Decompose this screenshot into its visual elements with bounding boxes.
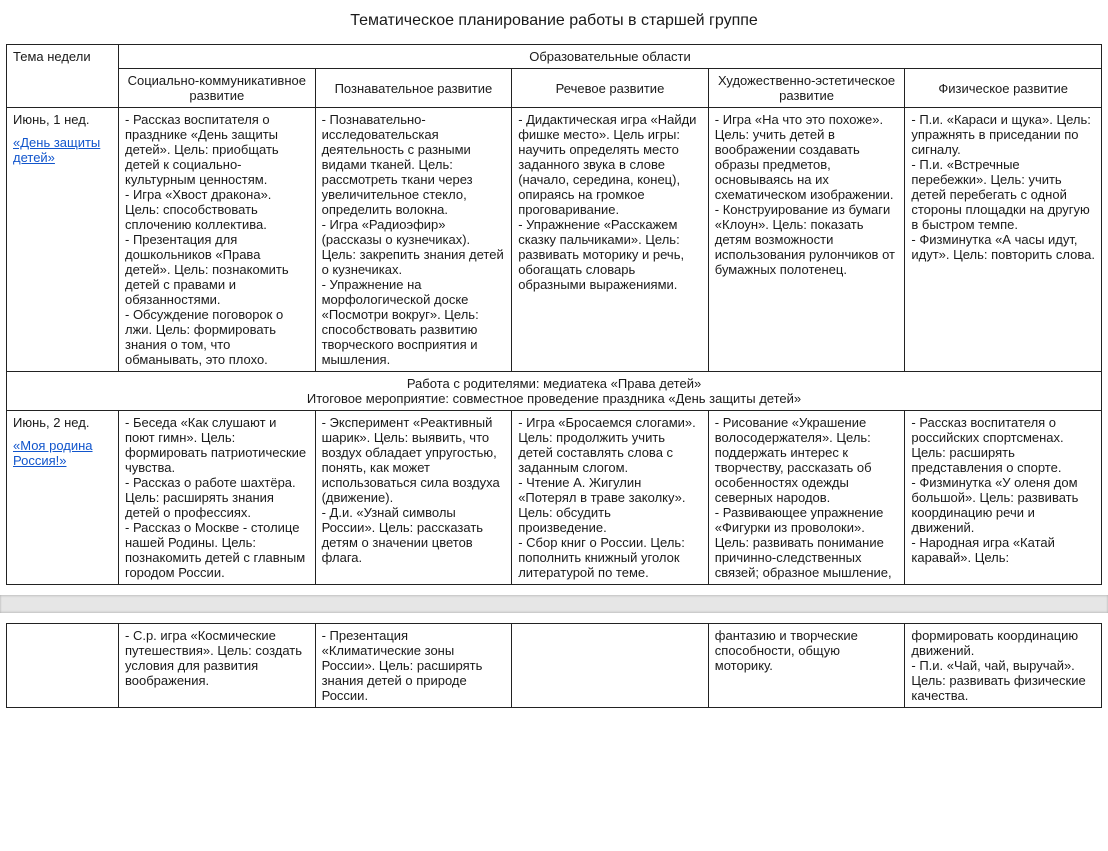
col-header-area: Речевое развитие	[512, 69, 709, 108]
area-cell: - Презентация «Климатические зоны России…	[315, 624, 512, 708]
area-cell: - П.и. «Караси и щука». Цель: упражнять …	[905, 108, 1102, 372]
plan-table-page2: - С.р. игра «Космические путешествия». Ц…	[6, 623, 1102, 708]
area-cell: формировать координацию движений.- П.и. …	[905, 624, 1102, 708]
theme-link[interactable]: «День защиты детей»	[13, 135, 100, 165]
col-header-theme: Тема недели	[7, 45, 119, 108]
area-cell: - Игра «Бросаемся слогами». Цель: продол…	[512, 411, 709, 585]
theme-cell	[7, 624, 119, 708]
theme-cell: Июнь, 2 нед. «Моя родина Россия!»	[7, 411, 119, 585]
area-cell: - Познавательно-исследовательская деятел…	[315, 108, 512, 372]
area-cell: - Рисование «Украшение волосодержателя».…	[708, 411, 905, 585]
area-cell: фантазию и творческие способности, общую…	[708, 624, 905, 708]
theme-cell: Июнь, 1 нед. «День защиты детей»	[7, 108, 119, 372]
area-cell: - Рассказ воспитателя о празднике «День …	[119, 108, 316, 372]
area-cell: - С.р. игра «Космические путешествия». Ц…	[119, 624, 316, 708]
page-break	[0, 595, 1108, 613]
col-header-area: Социально-коммуникативное развитие	[119, 69, 316, 108]
plan-table-page1: Тема недели Образовательные области Соци…	[6, 44, 1102, 585]
area-cell: - Рассказ воспитателя о российских спорт…	[905, 411, 1102, 585]
theme-link[interactable]: «Моя родина Россия!»	[13, 438, 93, 468]
table-row: Июнь, 2 нед. «Моя родина Россия!» - Бесе…	[7, 411, 1102, 585]
week-label: Июнь, 2 нед.	[13, 415, 112, 430]
area-cell	[512, 624, 709, 708]
table-row: Июнь, 1 нед. «День защиты детей» - Расск…	[7, 108, 1102, 372]
col-header-area: Физическое развитие	[905, 69, 1102, 108]
parents-row: Работа с родителями: медиатека «Права де…	[7, 372, 1102, 411]
area-cell: - Беседа «Как слушают и поют гимн». Цель…	[119, 411, 316, 585]
col-header-area: Познавательное развитие	[315, 69, 512, 108]
col-header-areas-group: Образовательные области	[119, 45, 1102, 69]
week-label: Июнь, 1 нед.	[13, 112, 112, 127]
area-cell: - Эксперимент «Реактивный шарик». Цель: …	[315, 411, 512, 585]
area-cell: - Дидактическая игра «Найди фишке место»…	[512, 108, 709, 372]
page-title: Тематическое планирование работы в старш…	[6, 12, 1102, 30]
parents-cell: Работа с родителями: медиатека «Права де…	[7, 372, 1102, 411]
area-cell: - Игра «На что это похоже». Цель: учить …	[708, 108, 905, 372]
table-row: - С.р. игра «Космические путешествия». Ц…	[7, 624, 1102, 708]
col-header-area: Художественно-эстетическое развитие	[708, 69, 905, 108]
